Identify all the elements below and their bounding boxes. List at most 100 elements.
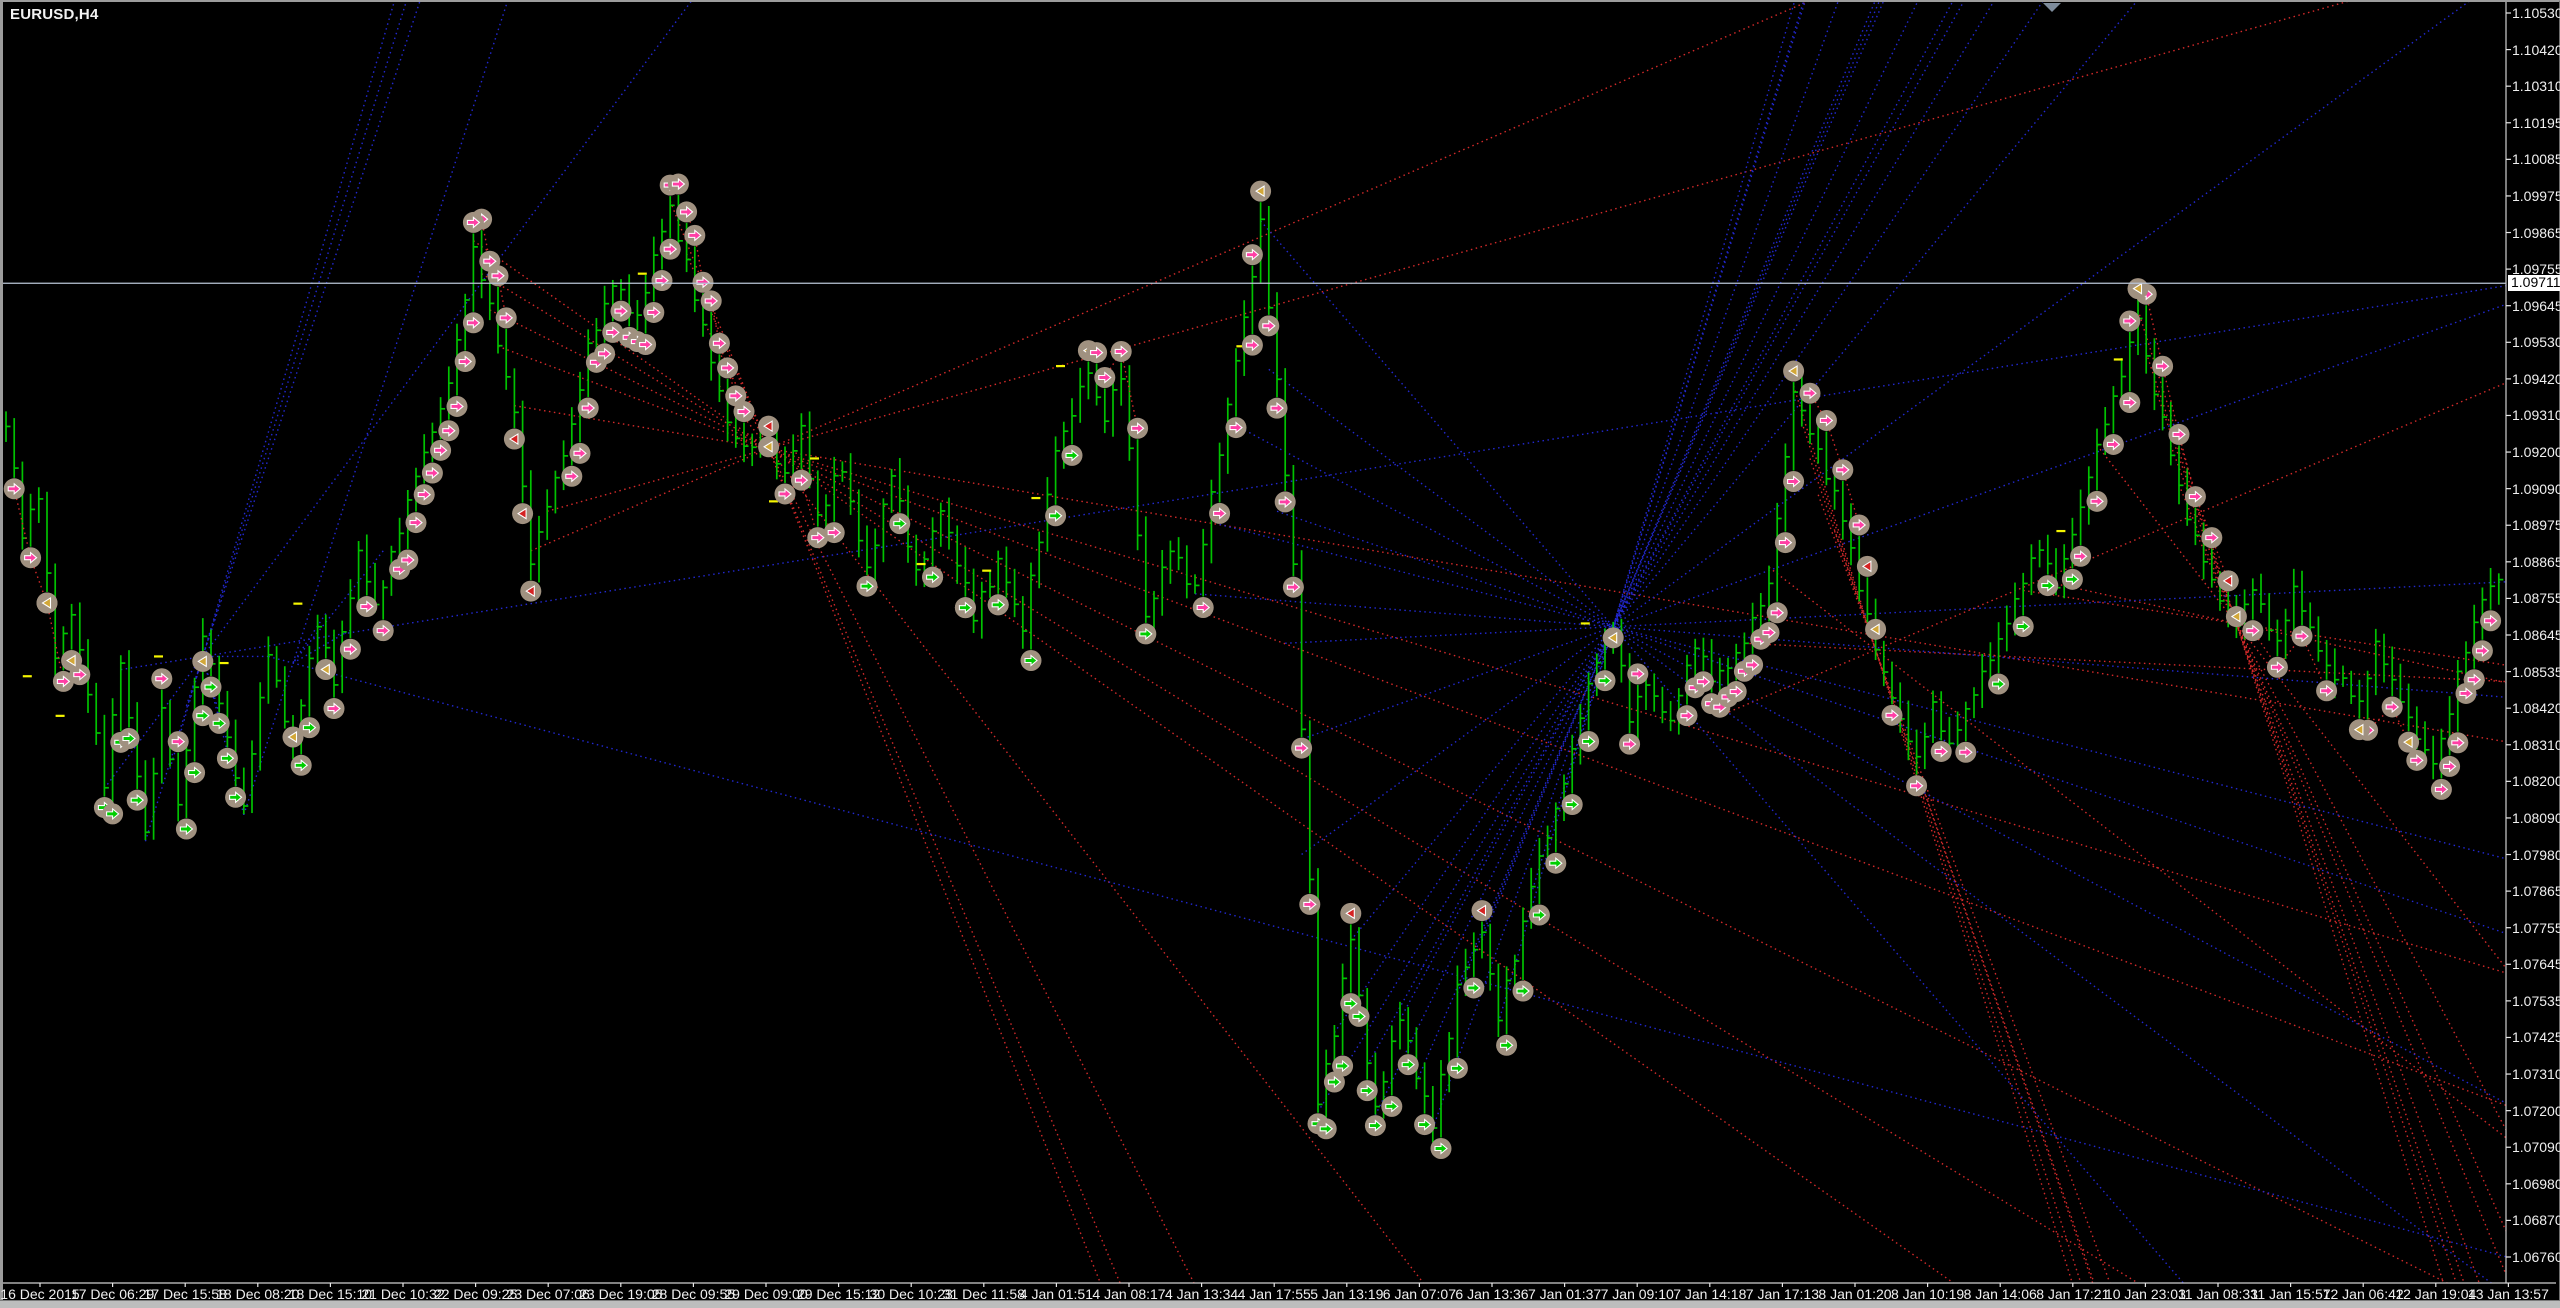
time-axis-label: 22 Dec 09:25 (433, 1286, 518, 1302)
green-arrow-icon (188, 766, 202, 779)
signal-trail-segment (784, 479, 802, 495)
pink-arrow-icon (442, 424, 456, 437)
green-arrow-icon (1598, 674, 1612, 687)
pink-arrow-icon (1245, 338, 1260, 352)
red-fan-ray (2170, 445, 2480, 1283)
pink-arrow-icon (409, 516, 423, 529)
green-arrow-icon (1344, 997, 1358, 1010)
pink-arrow-icon (1278, 495, 1293, 509)
gold-triangle-icon (1870, 623, 1880, 636)
blue-fan-ray (1497, 2, 1796, 1023)
gold-triangle-icon (66, 654, 76, 667)
pink-arrow-icon (1295, 741, 1309, 755)
chart-shift-marker-icon[interactable] (2043, 3, 2061, 12)
price-axis-label: 1.09420 (2512, 370, 2560, 387)
semaphore-signal-circles (3, 173, 2502, 1160)
green-arrow-icon (1385, 1100, 1399, 1113)
pink-arrow-icon (1746, 658, 1760, 672)
signal-trail-segment (46, 602, 65, 682)
pink-arrow-icon (1852, 518, 1867, 532)
blue-fan-ray (169, 2, 395, 769)
time-axis-label: 8 Jan 01:20 (1818, 1286, 1892, 1302)
time-axis-label: 12 Jan 19:04 (2395, 1286, 2477, 1302)
green-arrow-icon (122, 732, 136, 745)
pink-arrow-icon (1959, 746, 1973, 759)
pink-arrow-icon (2172, 428, 2186, 441)
pink-arrow-icon (639, 338, 653, 351)
symbol-timeframe-label: EURUSD,H4 (10, 6, 99, 23)
price-axis-label: 1.10310 (2512, 78, 2560, 95)
pink-arrow-icon (2156, 360, 2170, 373)
pink-arrow-icon (2475, 644, 2490, 657)
pink-arrow-icon (598, 347, 612, 360)
red-fan-ray (1801, 421, 2082, 1283)
green-arrow-icon (1336, 1059, 1350, 1073)
time-axis-label: 4 Jan 13:34 (1165, 1286, 1239, 1302)
pink-arrow-icon (688, 229, 702, 242)
pink-arrow-icon (729, 389, 743, 403)
green-arrow-icon (212, 717, 227, 730)
time-axis-label: 18 Dec 15:10 (288, 1286, 373, 1302)
red-fan-ray (2211, 576, 2506, 1131)
red-fan-ray (530, 2, 1809, 552)
pink-arrow-icon (2123, 396, 2137, 409)
pink-arrow-icon (155, 672, 169, 685)
pink-arrow-icon (680, 205, 694, 219)
price-axis-label: 1.08200 (2512, 773, 2560, 790)
time-axis-label: 17 Dec 15:58 (143, 1286, 227, 1302)
blue-fan-ray (1432, 2, 1839, 1129)
gold-triangle-icon (1255, 185, 1265, 198)
pink-arrow-icon (1229, 421, 1243, 434)
axes[interactable] (3, 2, 2556, 1287)
red-triangle-icon (1861, 560, 1872, 573)
signal-trail-segment (1825, 420, 1844, 471)
blue-fan-ray (1563, 2, 1805, 789)
green-arrow-icon (220, 752, 235, 765)
blue-fan-ray (1194, 593, 2506, 698)
green-arrow-icon (1582, 735, 1596, 748)
red-triangle-icon (525, 585, 535, 598)
red-fan-ray (481, 273, 2140, 1283)
pink-arrow-icon (2443, 760, 2457, 773)
green-arrow-icon (1401, 1058, 1416, 1071)
pink-arrow-icon (1196, 601, 1211, 614)
pink-arrow-icon (2270, 661, 2285, 674)
green-arrow-icon (196, 709, 210, 722)
green-arrow-icon (1467, 981, 1481, 995)
price-axis-label: 1.07310 (2512, 1066, 2560, 1083)
signal-trails (13, 211, 2418, 761)
pink-arrow-icon (434, 444, 448, 457)
green-arrow-icon (1319, 1122, 1334, 1135)
pink-arrow-icon (56, 675, 71, 688)
pink-arrow-icon (24, 551, 38, 564)
green-arrow-icon (2016, 620, 2031, 633)
time-axis-label: 7 Jan 17:13 (1745, 1286, 1819, 1302)
blue-fan-ray (268, 655, 2506, 1258)
pink-arrow-icon (712, 337, 727, 350)
pink-arrow-icon (2074, 550, 2088, 563)
red-fan-ray (669, 200, 1102, 1283)
red-fan-ray (2137, 309, 2445, 1283)
pink-arrow-icon (2106, 438, 2121, 451)
blue-fan-ray (1415, 2, 1884, 1083)
green-arrow-icon (893, 517, 907, 530)
pink-arrow-icon (1803, 387, 1817, 400)
pink-arrow-icon (425, 466, 440, 480)
red-fan-ray (1817, 494, 2111, 1283)
time-axis-label: 31 Dec 11:58 (942, 1286, 1025, 1302)
pink-arrow-icon (671, 177, 686, 191)
pink-arrow-icon (1303, 898, 1317, 911)
price-axis-label: 1.09090 (2512, 480, 2560, 497)
time-axis-label: 8 Jan 10:19 (1891, 1286, 1965, 1302)
price-axis-label: 1.09645 (2512, 297, 2560, 314)
pink-arrow-icon (360, 600, 374, 613)
time-axis-label: 29 Dec 09:00 (724, 1286, 808, 1302)
pink-arrow-icon (1778, 536, 1793, 549)
pink-arrow-icon (2188, 490, 2203, 503)
price-axis-label: 1.10530 (2512, 5, 2560, 21)
blue-fan-ray (120, 285, 2506, 671)
blue-fan-ray (103, 2, 692, 789)
red-triangle-icon (1476, 904, 1487, 917)
pink-arrow-icon (1787, 475, 1801, 488)
